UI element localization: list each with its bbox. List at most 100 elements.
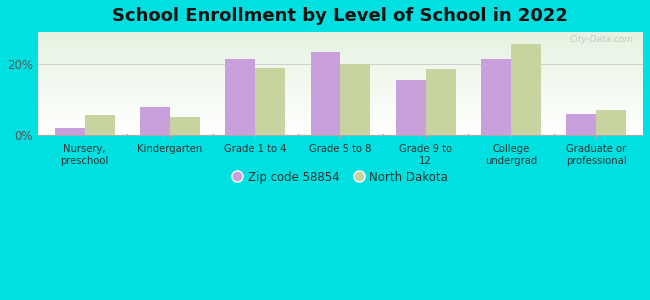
Bar: [38, 61, 643, 62]
Bar: [38, 39, 643, 40]
Bar: [38, 37, 643, 38]
Bar: [38, 58, 643, 59]
Bar: [38, 69, 643, 70]
Bar: [311, 52, 341, 135]
Bar: [38, 73, 643, 74]
Bar: [38, 68, 643, 69]
Bar: [38, 43, 643, 44]
Bar: [255, 68, 285, 135]
Bar: [38, 101, 643, 102]
Bar: [38, 123, 643, 124]
Bar: [38, 45, 643, 46]
Bar: [38, 54, 643, 55]
Bar: [38, 60, 643, 61]
Bar: [38, 119, 643, 120]
Bar: [426, 69, 456, 135]
Bar: [38, 41, 643, 42]
Bar: [38, 94, 643, 95]
Bar: [38, 67, 643, 68]
Bar: [38, 50, 643, 51]
Bar: [38, 40, 643, 41]
Bar: [84, 116, 114, 135]
Bar: [55, 128, 84, 135]
Bar: [38, 36, 643, 37]
Bar: [38, 117, 643, 118]
Bar: [566, 114, 596, 135]
Bar: [38, 102, 643, 103]
Bar: [38, 65, 643, 66]
Bar: [38, 121, 643, 122]
Bar: [38, 100, 643, 101]
Bar: [38, 116, 643, 117]
Bar: [38, 134, 643, 135]
Bar: [38, 90, 643, 91]
Text: City-Data.com: City-Data.com: [570, 35, 634, 44]
Bar: [38, 52, 643, 53]
Bar: [38, 93, 643, 94]
Bar: [38, 44, 643, 45]
Bar: [140, 106, 170, 135]
Bar: [38, 81, 643, 82]
Bar: [38, 126, 643, 127]
Bar: [38, 88, 643, 89]
Bar: [38, 104, 643, 105]
Legend: Zip code 58854, North Dakota: Zip code 58854, North Dakota: [228, 166, 453, 189]
Bar: [38, 86, 643, 87]
Bar: [38, 72, 643, 73]
Bar: [38, 128, 643, 129]
Bar: [38, 34, 643, 35]
Bar: [226, 59, 255, 135]
Bar: [38, 91, 643, 92]
Bar: [38, 132, 643, 133]
Bar: [38, 89, 643, 90]
Bar: [38, 130, 643, 131]
Bar: [38, 66, 643, 67]
Title: School Enrollment by Level of School in 2022: School Enrollment by Level of School in …: [112, 7, 568, 25]
Bar: [396, 80, 426, 135]
Bar: [38, 113, 643, 114]
Bar: [38, 85, 643, 86]
Bar: [38, 115, 643, 116]
Bar: [38, 51, 643, 52]
Bar: [38, 74, 643, 75]
Bar: [38, 120, 643, 121]
Bar: [38, 112, 643, 113]
Bar: [38, 108, 643, 109]
Bar: [170, 117, 200, 135]
Bar: [38, 33, 643, 34]
Bar: [38, 97, 643, 98]
Bar: [38, 111, 643, 112]
Bar: [38, 64, 643, 65]
Bar: [38, 82, 643, 83]
Bar: [38, 106, 643, 107]
Bar: [38, 53, 643, 54]
Bar: [38, 84, 643, 85]
Bar: [38, 99, 643, 100]
Bar: [38, 131, 643, 132]
Bar: [38, 109, 643, 110]
Bar: [38, 125, 643, 126]
Bar: [38, 87, 643, 88]
Bar: [38, 71, 643, 72]
Bar: [38, 55, 643, 56]
Bar: [38, 63, 643, 64]
Bar: [38, 38, 643, 39]
Bar: [38, 47, 643, 48]
Bar: [38, 70, 643, 71]
Bar: [38, 107, 643, 108]
Bar: [38, 32, 643, 33]
Bar: [38, 133, 643, 134]
Bar: [38, 42, 643, 43]
Bar: [511, 44, 541, 135]
Bar: [38, 114, 643, 115]
Bar: [38, 110, 643, 111]
Bar: [38, 59, 643, 60]
Bar: [38, 124, 643, 125]
Bar: [38, 92, 643, 93]
Bar: [38, 75, 643, 76]
Bar: [38, 83, 643, 84]
Bar: [38, 98, 643, 99]
Bar: [341, 64, 370, 135]
Bar: [38, 96, 643, 97]
Bar: [38, 49, 643, 50]
